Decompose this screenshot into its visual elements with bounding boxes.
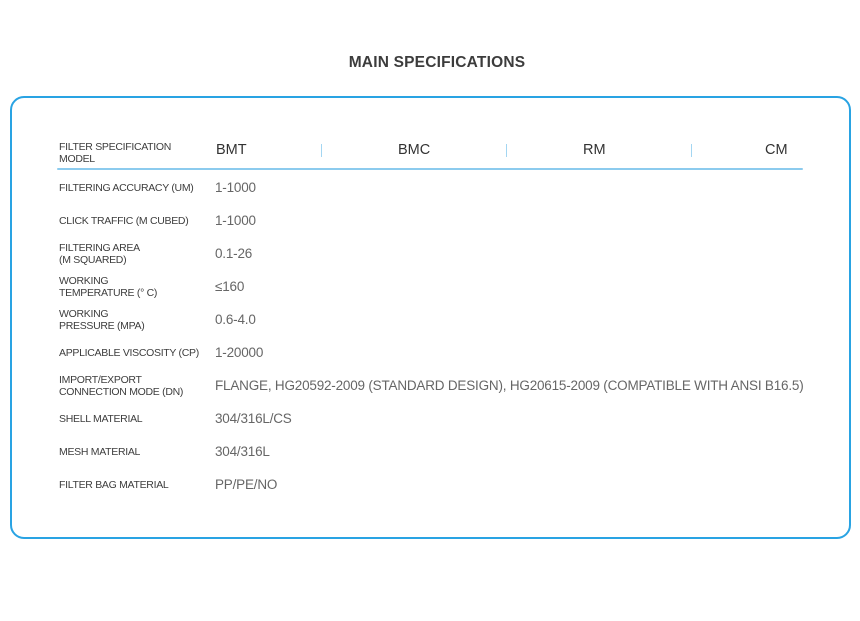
row-value: FLANGE, HG20592-2009 (STANDARD DESIGN), … — [215, 378, 804, 393]
row-label: WORKING TEMPERATURE (° C) — [59, 274, 158, 299]
row-value: 0.6-4.0 — [215, 312, 256, 327]
row-value: ≤160 — [215, 279, 245, 294]
table-row: APPLICABLE VISCOSITY (CP) 1-20000 — [57, 336, 804, 369]
column-separator — [321, 144, 322, 157]
row-label: IMPORT/EXPORT CONNECTION MODE (DN) — [59, 373, 184, 398]
row-value: 1-1000 — [215, 213, 256, 228]
specifications-panel: FILTER SPECIFICATION MODEL BMT BMC RM CM… — [10, 96, 851, 539]
row-label: APPLICABLE VISCOSITY (CP) — [59, 346, 199, 359]
row-value: PP/PE/NO — [215, 477, 278, 492]
column-header-bmc: BMC — [398, 142, 431, 158]
row-label: FILTERING AREA (M SQUARED) — [59, 241, 140, 266]
row-label: FILTERING ACCURACY (UM) — [59, 181, 194, 194]
header-underline — [57, 168, 803, 170]
column-header-rm: RM — [583, 142, 606, 158]
row-label: SHELL MATERIAL — [59, 412, 143, 425]
row-label: FILTER BAG MATERIAL — [59, 478, 169, 491]
page-title: MAIN SPECIFICATIONS — [348, 54, 526, 71]
table-row: WORKING PRESSURE (MPA) 0.6-4.0 — [57, 303, 804, 336]
row-value: 0.1-26 — [215, 246, 253, 261]
table-row: WORKING TEMPERATURE (° C) ≤160 — [57, 270, 804, 303]
column-separator — [691, 144, 692, 157]
table-row: SHELL MATERIAL 304/316L/CS — [57, 402, 804, 435]
column-separator — [506, 144, 507, 157]
table-row: CLICK TRAFFIC (M CUBED) 1-1000 — [57, 204, 804, 237]
row-value: 304/316L — [215, 444, 270, 459]
row-value: 1-1000 — [215, 180, 256, 195]
row-label: CLICK TRAFFIC (M CUBED) — [59, 214, 189, 227]
row-value: 304/316L/CS — [215, 411, 292, 426]
table-header-row: FILTER SPECIFICATION MODEL BMT BMC RM CM — [57, 140, 804, 166]
table-row: MESH MATERIAL 304/316L — [57, 435, 804, 468]
table-row: FILTERING ACCURACY (UM) 1-1000 — [57, 171, 804, 204]
table-row: IMPORT/EXPORT CONNECTION MODE (DN) FLANG… — [57, 369, 804, 402]
row-label: MESH MATERIAL — [59, 445, 141, 458]
spec-rows: FILTERING ACCURACY (UM) 1-1000 CLICK TRA… — [57, 171, 804, 501]
table-header-row-label: FILTER SPECIFICATION MODEL — [59, 141, 172, 165]
column-header-bmt: BMT — [216, 142, 247, 158]
row-value: 1-20000 — [215, 345, 264, 360]
table-row: FILTER BAG MATERIAL PP/PE/NO — [57, 468, 804, 501]
table-row: FILTERING AREA (M SQUARED) 0.1-26 — [57, 237, 804, 270]
row-label: WORKING PRESSURE (MPA) — [59, 307, 145, 332]
column-header-cm: CM — [765, 142, 788, 158]
